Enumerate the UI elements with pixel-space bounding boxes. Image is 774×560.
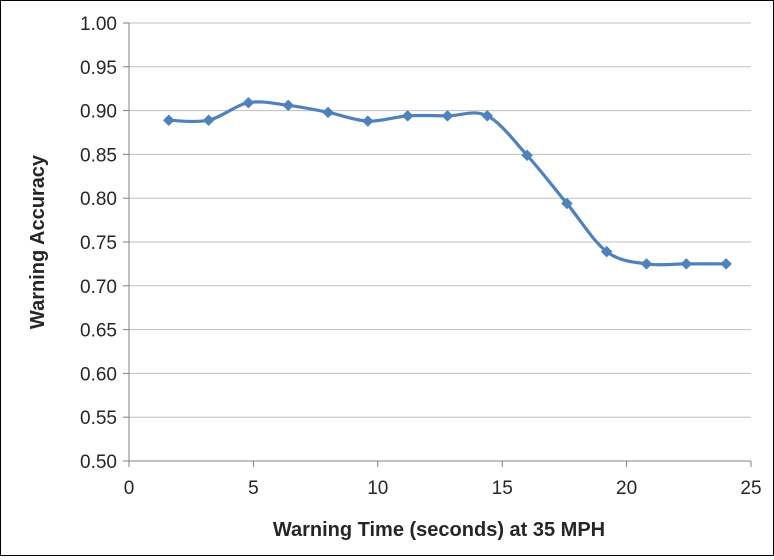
y-tick-label: 0.80 [80,189,117,210]
data-point-marker [283,100,294,111]
gridlines [129,23,751,417]
data-point-marker [243,97,254,108]
data-point-marker [402,110,413,121]
data-point-marker [362,116,373,127]
x-tick-label: 15 [492,478,513,499]
x-tick-label: 25 [740,478,761,499]
x-axis-title: Warning Time (seconds) at 35 MPH [273,519,605,541]
y-tick-label: 0.90 [80,102,117,123]
y-tick-label: 0.60 [80,364,117,385]
series-line [169,102,726,265]
axes [123,23,751,467]
y-axis-title: Warning Accuracy [27,154,49,329]
y-tick-label: 0.65 [80,321,117,342]
x-tick-label: 5 [248,478,259,499]
tick-labels: 0.50 0.55 0.60 0.65 0.70 0.75 0.80 0.85 0.90 0.95… [80,14,762,499]
x-tick-label: 0 [124,478,135,499]
x-tick-label: 10 [367,478,388,499]
series [163,97,731,269]
data-point-marker [681,258,692,269]
y-tick-label: 0.75 [80,233,117,254]
y-tick-label: 0.85 [80,145,117,166]
data-point-marker [203,115,214,126]
y-tick-label: 0.50 [80,452,117,473]
data-point-marker [323,107,334,118]
y-tick-label: 0.55 [80,408,117,429]
data-point-marker [442,110,453,121]
y-tick-label: 0.95 [80,58,117,79]
data-point-marker [163,115,174,126]
data-point-marker [721,258,732,269]
y-tick-label: 0.70 [80,277,117,298]
y-tick-label: 1.00 [80,14,117,35]
x-tick-label: 20 [616,478,637,499]
data-point-marker [641,258,652,269]
